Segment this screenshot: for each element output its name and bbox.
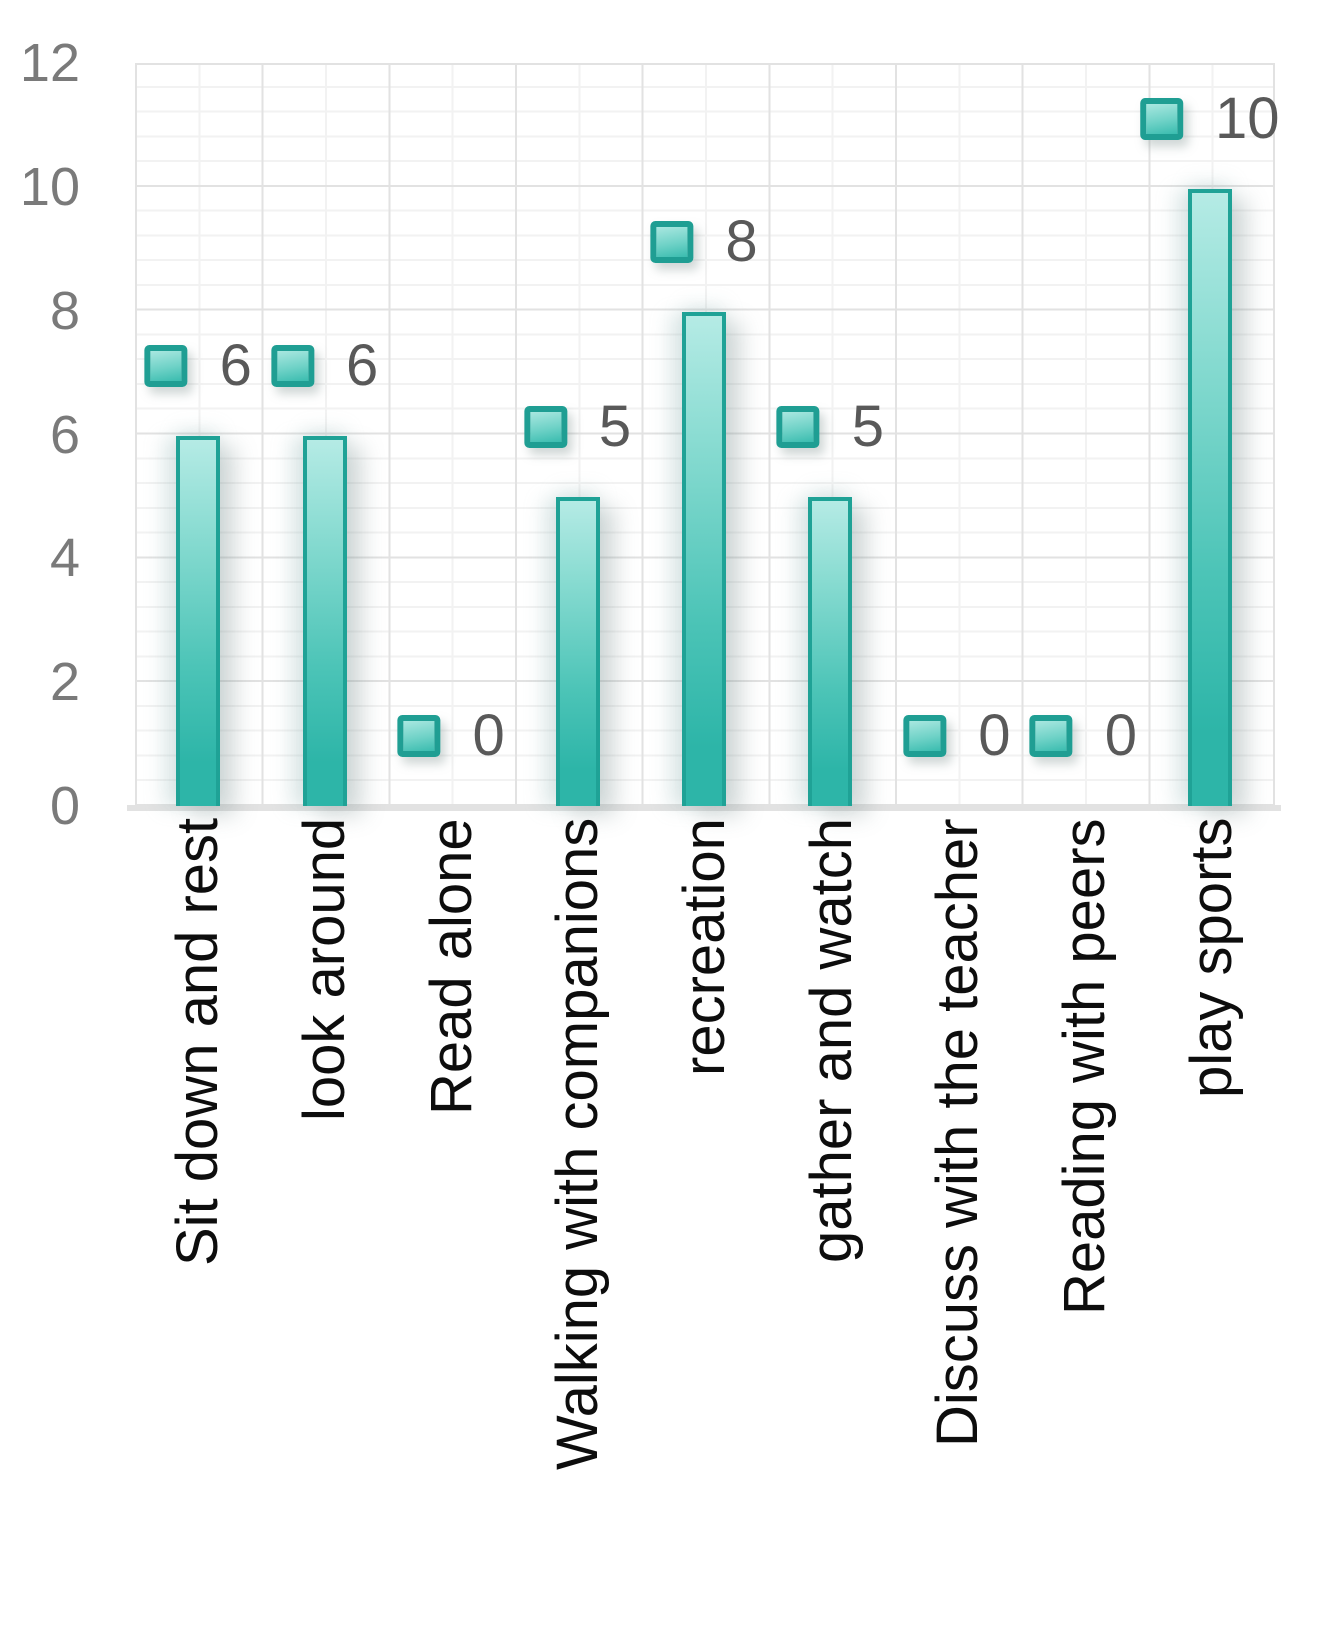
data-label-value: 10 — [1215, 85, 1280, 151]
legend-key-icon — [903, 715, 947, 758]
y-tick-label-4: 4 — [49, 528, 80, 589]
legend-key-icon — [1140, 97, 1184, 140]
data-label-read-alone: 0 — [397, 703, 505, 769]
data-label-value: 0 — [1104, 703, 1137, 769]
data-label-value: 5 — [851, 394, 885, 460]
x-tick-label-discuss-with-the-teacher: Discuss with the teacher — [925, 818, 991, 1447]
data-label-value: 0 — [978, 703, 1011, 769]
bar-walking-with-companions — [555, 497, 600, 806]
data-label-play-sports: 10 — [1140, 85, 1280, 151]
data-label-value: 6 — [219, 332, 252, 398]
data-label-gather-and-watch: 5 — [776, 394, 885, 460]
legend-key-icon — [271, 344, 315, 387]
bar-recreation — [682, 312, 726, 806]
legend-key-icon — [144, 344, 188, 387]
data-label-recreation: 8 — [650, 209, 758, 275]
y-tick-label-10: 10 — [19, 156, 80, 217]
plot-area: 6 6 0 5 8 5 0 0 10 — [127, 63, 1281, 811]
x-tick-label-sit-down-and-rest: Sit down and rest — [165, 818, 231, 1267]
legend-key-icon — [397, 715, 441, 758]
y-tick-label-12: 12 — [19, 33, 80, 93]
legend-key-icon — [523, 406, 567, 449]
y-tick-label-6: 6 — [49, 404, 80, 465]
data-label-value: 5 — [598, 394, 632, 460]
legend-key-icon — [650, 221, 694, 264]
x-tick-label-walking-with-companions: Walking with companions — [545, 818, 611, 1471]
data-label-discuss-with-the-teacher: 0 — [903, 703, 1011, 769]
data-label-value: 6 — [346, 332, 379, 398]
x-tick-label-recreation: recreation — [672, 818, 737, 1076]
y-tick-label-0: 0 — [49, 776, 80, 836]
data-label-look-around: 6 — [271, 332, 379, 398]
bar-play-sports — [1187, 188, 1232, 806]
x-axis-line — [127, 805, 1281, 811]
bar-gather-and-watch — [808, 497, 853, 806]
legend-key-icon — [1029, 715, 1073, 758]
y-axis: 0 2 4 6 8 10 12 — [0, 36, 86, 833]
data-label-value: 0 — [472, 703, 505, 769]
y-tick-label-2: 2 — [49, 652, 80, 713]
data-label-walking-with-companions: 5 — [523, 394, 632, 460]
x-axis: Sit down and rest look around Read alone Wa… — [135, 818, 1275, 1584]
data-label-value: 8 — [725, 209, 758, 275]
x-tick-label-play-sports: play sports — [1178, 818, 1244, 1099]
x-tick-label-gather-and-watch: gather and watch — [798, 818, 864, 1263]
x-tick-label-look-around: look around — [291, 818, 357, 1122]
bar-look-around — [302, 435, 347, 806]
x-tick-label-reading-with-peers: Reading with peers — [1052, 818, 1117, 1315]
x-tick-label-read-alone: Read alone — [418, 818, 484, 1115]
legend-key-icon — [776, 406, 820, 449]
bar-sit-down-and-rest — [176, 435, 221, 806]
data-label-sit-down-and-rest: 6 — [144, 332, 252, 398]
data-label-reading-with-peers: 0 — [1029, 703, 1137, 769]
y-tick-label-8: 8 — [49, 280, 80, 341]
